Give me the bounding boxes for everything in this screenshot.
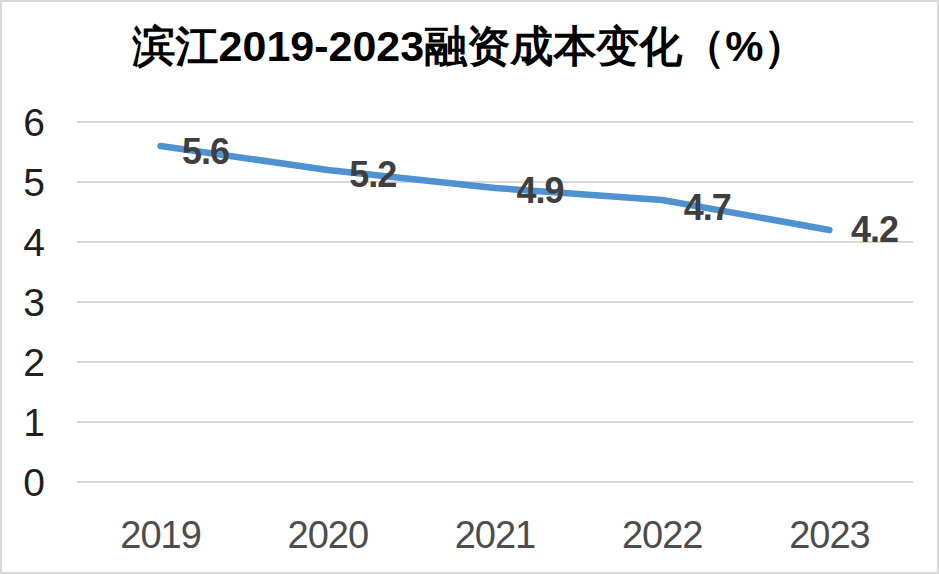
x-axis-tick-label: 2021	[455, 514, 536, 556]
data-point-label: 4.2	[851, 209, 898, 250]
y-axis-tick-label: 2	[23, 341, 44, 384]
data-point-label: 5.2	[349, 154, 396, 195]
y-axis-tick-label: 6	[23, 101, 44, 144]
x-axis-tick-label: 2020	[288, 514, 369, 556]
y-axis-tick-label: 0	[23, 461, 44, 504]
chart-plot-area: 0 1 2 3 4 5 6 2019 2020 2021 2022 2023 5.6 5.2 4.9 4.7 4…	[2, 2, 939, 574]
x-axis-tick-label: 2022	[622, 514, 703, 556]
data-point-label: 4.7	[684, 187, 731, 228]
line-chart: 滨江2019-2023融资成本变化（%） 0123456201920202021…	[0, 0, 939, 574]
y-axis-tick-label: 4	[23, 221, 44, 264]
y-axis-tick-label: 5	[23, 161, 44, 204]
x-axis-tick-label: 2019	[120, 514, 201, 556]
data-point-label: 5.6	[182, 131, 229, 172]
y-axis-tick-label: 3	[23, 281, 44, 324]
x-axis-tick-label: 2023	[789, 514, 870, 556]
y-axis-tick-label: 1	[23, 401, 44, 444]
data-point-label: 4.9	[516, 170, 563, 211]
